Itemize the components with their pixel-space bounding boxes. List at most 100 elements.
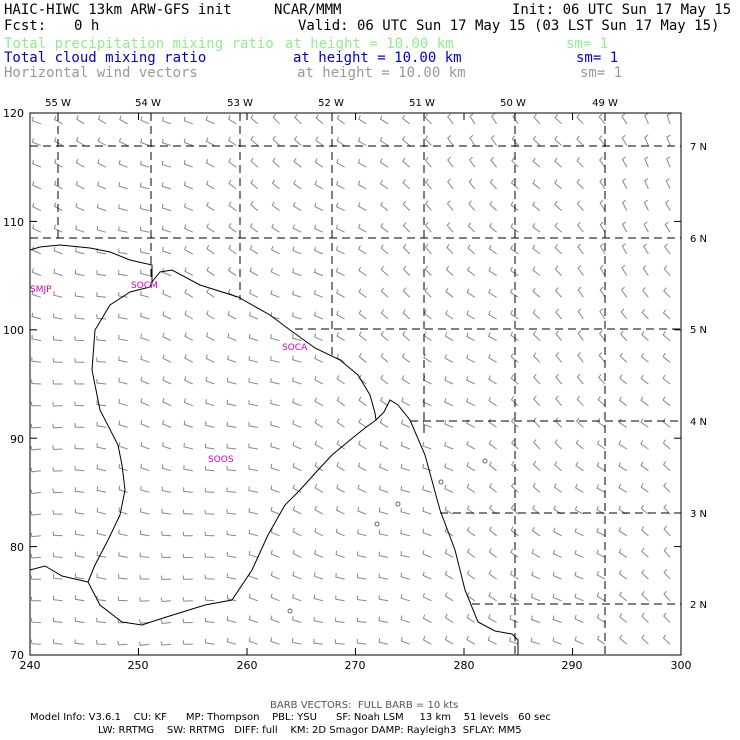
wind-barb [574, 593, 584, 602]
wind-barb [74, 573, 85, 580]
wind-barb [357, 180, 367, 190]
wind-barb [292, 484, 302, 493]
wind-barb [205, 443, 215, 450]
wind-barb [248, 529, 259, 537]
wind-barb [160, 575, 172, 581]
lon-label: 49 W [592, 98, 618, 109]
wind-barb [618, 527, 628, 537]
wind-barb [422, 571, 432, 580]
wind-barb [357, 506, 367, 515]
wind-barb [183, 138, 193, 146]
wind-barb [599, 286, 606, 298]
wind-barb [30, 401, 41, 407]
wind-barb [469, 113, 476, 125]
wind-barb [510, 310, 519, 320]
lon-label: 52 W [318, 98, 344, 109]
wind-barb [31, 138, 42, 146]
wind-barb [620, 286, 628, 298]
wind-barb [554, 265, 562, 276]
wind-barb [444, 484, 454, 493]
wind-barb [531, 571, 541, 580]
wind-barb [161, 531, 172, 537]
wind-barb [228, 223, 237, 233]
wind-barb [423, 309, 432, 320]
wind-barb [270, 593, 280, 602]
marker-circle [482, 458, 488, 464]
wind-barb [248, 572, 259, 580]
wind-barb [422, 507, 432, 515]
wind-barb [31, 379, 41, 385]
wind-barb [205, 399, 215, 407]
wind-barb [510, 266, 519, 277]
wind-barb [226, 399, 237, 407]
wind-barb [138, 641, 150, 646]
wind-barb [620, 308, 628, 320]
wind-barb [532, 309, 541, 320]
wind-barb [662, 331, 671, 341]
wind-barb [357, 462, 367, 472]
wind-barb [292, 398, 302, 407]
wind-barb [95, 640, 107, 645]
wind-barb [641, 547, 649, 558]
wind-barb [74, 617, 85, 623]
wind-barb [140, 485, 150, 493]
wind-barb [444, 419, 454, 428]
wind-barb [402, 265, 411, 276]
wind-barb [248, 550, 259, 558]
wind-barb [96, 573, 107, 580]
wind-barb [532, 157, 541, 168]
wind-barb [162, 246, 172, 255]
coastline-bay [151, 269, 377, 421]
wind-barb [533, 395, 541, 407]
wind-barb [53, 291, 63, 298]
wind-barb [663, 547, 671, 558]
wind-barb [618, 548, 628, 558]
wind-barb [52, 357, 63, 363]
station-label: SMJP [30, 285, 52, 295]
wind-barb [227, 355, 237, 363]
wind-barb [488, 375, 497, 385]
wind-barb [226, 552, 237, 558]
wind-barb [532, 482, 541, 493]
wind-barb [270, 356, 280, 363]
wind-barb [74, 292, 85, 298]
valid-time: Valid: 06 UTC Sun 17 May 15 (03 LST Sun … [298, 18, 720, 34]
wind-barb [336, 310, 345, 320]
wind-barb [379, 115, 389, 125]
wind-barb [424, 178, 432, 190]
wind-barb [204, 509, 215, 515]
wind-barb [510, 417, 519, 428]
wind-barb [424, 135, 432, 146]
lon-label: 53 W [227, 98, 253, 109]
wind-barb [293, 179, 302, 190]
wind-barb [466, 635, 476, 645]
lat-label: 5 N [690, 325, 707, 336]
wind-barb [74, 423, 85, 428]
wind-barb [380, 222, 389, 233]
wind-barb [292, 527, 302, 537]
wind-barb [555, 351, 562, 363]
wind-barb [162, 311, 172, 320]
wind-barb [75, 247, 85, 255]
wind-barb [422, 463, 432, 472]
wind-barb [248, 593, 259, 602]
wind-barb [576, 114, 584, 125]
wind-barb [226, 443, 237, 450]
wind-barb [335, 528, 345, 537]
wind-barb [510, 504, 519, 515]
wind-barb [140, 182, 150, 190]
wind-barb [162, 332, 172, 342]
wind-barb [488, 288, 497, 298]
station-labels: SMJP SOCM SOCA SOOS [30, 281, 308, 465]
wind-barb [270, 571, 280, 580]
wind-barb [445, 287, 454, 298]
wind-barb [250, 179, 259, 190]
wind-barb [118, 399, 128, 407]
wind-barb [596, 613, 606, 623]
wind-barb [402, 157, 411, 168]
wind-barb [248, 400, 258, 407]
wind-barb [336, 462, 345, 472]
wind-barb [184, 310, 194, 320]
field-1-sm: sm= 1 [576, 50, 619, 66]
wind-barb [250, 201, 259, 211]
